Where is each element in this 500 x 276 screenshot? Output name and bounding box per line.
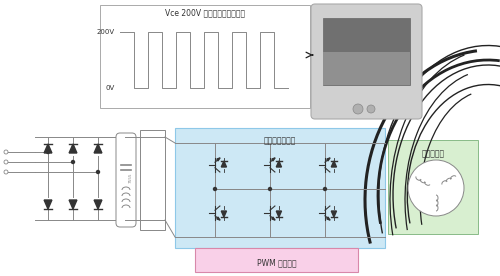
- FancyBboxPatch shape: [116, 133, 136, 227]
- Polygon shape: [44, 200, 52, 209]
- Polygon shape: [44, 144, 52, 153]
- Circle shape: [268, 187, 272, 190]
- Bar: [323, 18, 410, 85]
- Circle shape: [353, 104, 363, 114]
- Polygon shape: [94, 200, 102, 209]
- Bar: [100, 5, 310, 108]
- Text: 200V: 200V: [97, 29, 115, 35]
- Circle shape: [4, 160, 8, 164]
- Circle shape: [4, 170, 8, 174]
- Polygon shape: [222, 211, 226, 217]
- Text: Vce 200V のスイッチング信号: Vce 200V のスイッチング信号: [165, 8, 245, 17]
- Circle shape: [367, 105, 375, 113]
- Polygon shape: [332, 211, 336, 217]
- Circle shape: [4, 150, 8, 154]
- Polygon shape: [217, 217, 220, 220]
- FancyBboxPatch shape: [311, 4, 422, 119]
- Polygon shape: [276, 161, 281, 167]
- Circle shape: [324, 187, 326, 190]
- Polygon shape: [272, 217, 275, 220]
- Text: モータ回路: モータ回路: [422, 149, 444, 158]
- FancyBboxPatch shape: [195, 248, 358, 272]
- Bar: [323, 52, 410, 85]
- Circle shape: [96, 171, 100, 174]
- Text: PWM 制御回路: PWM 制御回路: [256, 259, 296, 267]
- Polygon shape: [272, 158, 275, 161]
- Circle shape: [72, 161, 74, 163]
- Polygon shape: [332, 161, 336, 167]
- Text: 7555: 7555: [129, 173, 133, 183]
- Circle shape: [214, 187, 216, 190]
- Polygon shape: [327, 217, 330, 220]
- Text: インバータ回路: インバータ回路: [264, 136, 296, 145]
- Polygon shape: [69, 144, 77, 153]
- Polygon shape: [217, 158, 220, 161]
- Polygon shape: [222, 161, 226, 167]
- Circle shape: [408, 160, 464, 216]
- Polygon shape: [276, 211, 281, 217]
- Polygon shape: [327, 158, 330, 161]
- FancyBboxPatch shape: [388, 140, 478, 234]
- Text: 0V: 0V: [106, 85, 115, 91]
- Bar: [140, 130, 165, 230]
- Polygon shape: [69, 200, 77, 209]
- FancyBboxPatch shape: [175, 128, 385, 248]
- Circle shape: [46, 150, 50, 153]
- Polygon shape: [94, 144, 102, 153]
